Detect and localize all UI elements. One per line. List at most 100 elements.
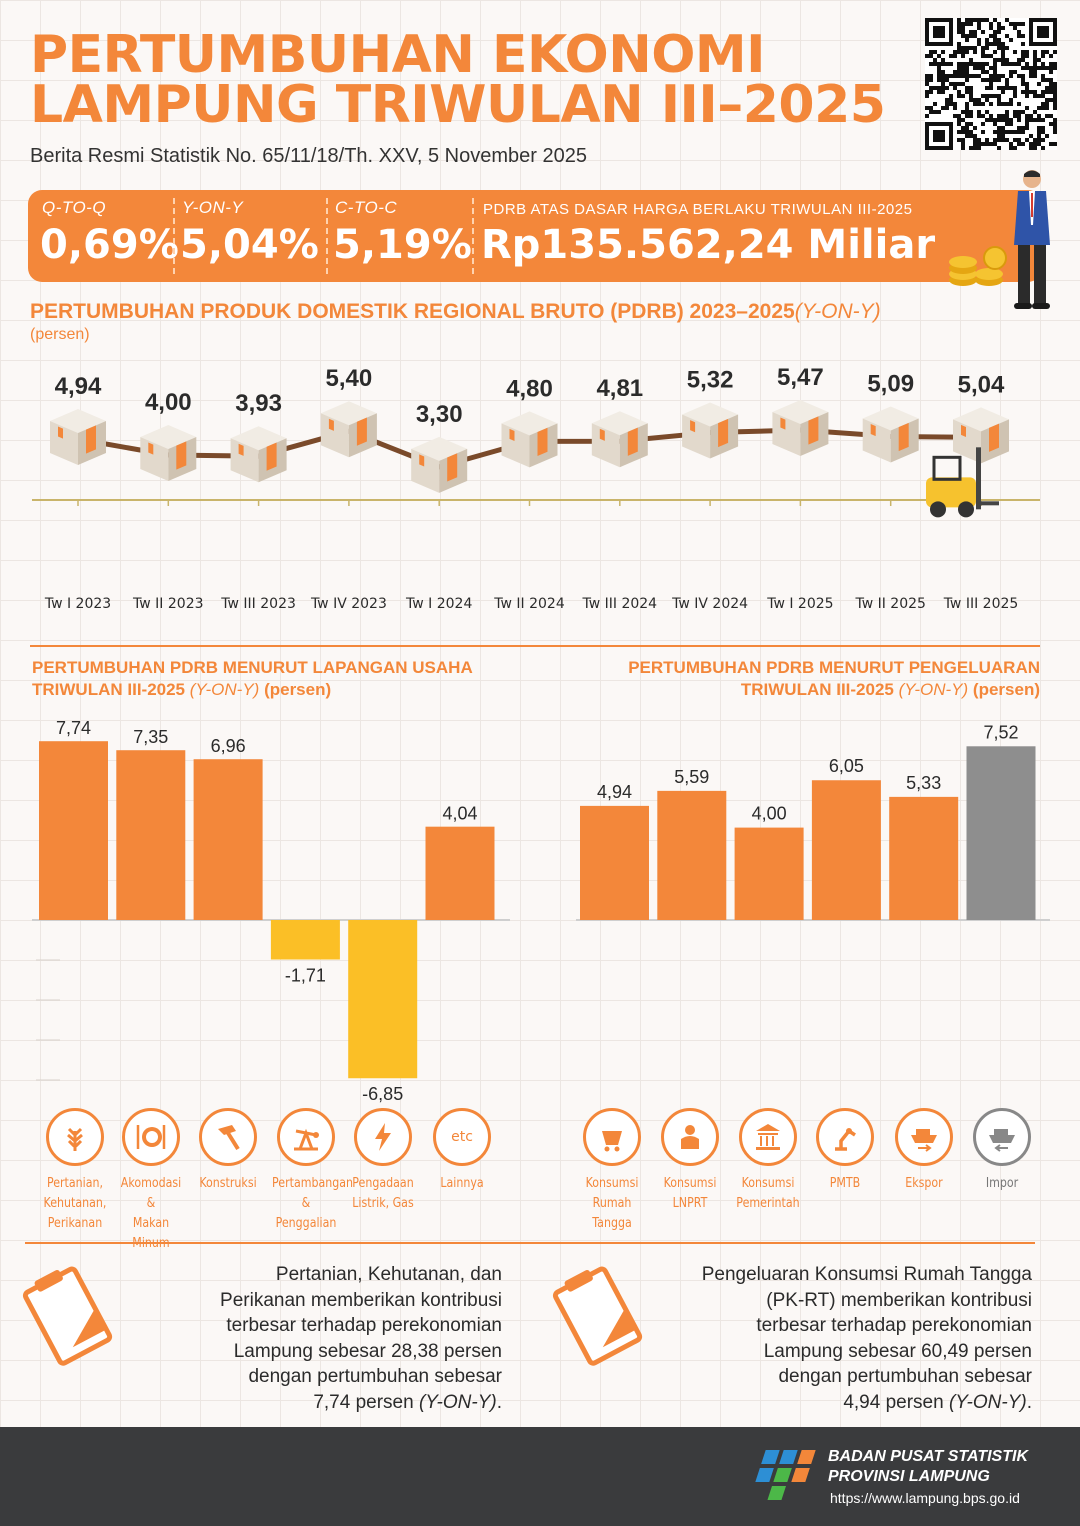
sector-bar — [116, 750, 186, 920]
sector-bar — [270, 920, 340, 960]
note-line: Lampung sebesar 60,49 persen — [763, 1340, 1032, 1362]
ctoc-label: C-TO-C — [335, 198, 398, 217]
category-label-line: Konsumsi — [741, 1176, 795, 1191]
household-consumption-icon — [583, 1108, 641, 1166]
trend-title-suffix: (Y-ON-Y) — [794, 300, 881, 323]
trend-category-label: Tw II 2024 — [493, 596, 565, 612]
expenditure-bar — [734, 827, 804, 920]
note-yony: (Y-ON-Y) — [418, 1391, 497, 1413]
etc-text: etc — [451, 1129, 473, 1145]
category-label-line: Pertambangan — [272, 1176, 354, 1191]
expenditure-chart-title: PERTUMBUHAN PDRB MENURUT PENGELUARAN TRI… — [628, 657, 1040, 701]
data-point-box — [140, 425, 197, 481]
category-label-line: Lainnya — [440, 1176, 484, 1191]
clipboard-icon — [22, 1266, 113, 1366]
note-line: dengan pertumbuhan sebesar — [778, 1366, 1032, 1387]
expenditure-bar-chart: 4,94 5,59 4,00 6,05 5,33 7,52 — [576, 722, 1050, 921]
expenditure-bar — [580, 805, 649, 920]
summary-banner: Q-TO-Q 0,69% Y-ON-Y 5,04% C-TO-C 5,19% P… — [28, 190, 1042, 282]
data-point-box — [682, 402, 739, 459]
expenditure-bar-label: 4,00 — [752, 804, 787, 824]
expenditure-bar-label: 5,33 — [906, 773, 941, 793]
category-label: PMTB — [811, 1174, 879, 1194]
sector-bar — [425, 826, 495, 920]
category-label: Konsumsi Rumah Tangga — [578, 1174, 646, 1234]
hammer-icon — [199, 1108, 257, 1166]
category-label-line: & Penggalian — [275, 1196, 337, 1231]
government-building-icon — [739, 1108, 797, 1166]
note-line: Pengeluaran Konsumsi Rumah Tangga — [701, 1264, 1032, 1285]
trend-value-label: 4,94 — [55, 373, 102, 400]
page-title: PERTUMBUHAN EKONOMI LAMPUNG TRIWULAN III… — [30, 29, 910, 131]
category-label-line: Perikanan — [47, 1216, 103, 1231]
sector-bar-label: -1,71 — [285, 966, 326, 986]
category-icon-item: Ekspor — [884, 1108, 964, 1194]
oil-pump-icon — [277, 1108, 335, 1166]
page-subtitle: Berita Resmi Statistik No. 65/11/18/Th. … — [30, 145, 587, 167]
category-label-line: Ekspor — [905, 1176, 943, 1191]
data-point-box — [772, 400, 829, 457]
sector-title-line-2: TRIWULAN III-2025 — [32, 680, 186, 699]
trend-value-label: 4,80 — [506, 375, 553, 402]
section-divider — [25, 1242, 1035, 1244]
bps-org-name: BADAN PUSAT STATISTIK PROVINSI LAMPUNG — [828, 1447, 1028, 1487]
category-label-line: Konsumsi — [585, 1176, 639, 1191]
clipboard-icon — [552, 1266, 643, 1366]
trend-value-label: 5,32 — [687, 367, 734, 394]
plate-icon — [122, 1108, 180, 1166]
sector-chart-title: PERTUMBUHAN PDRB MENURUT LAPANGAN USAHA … — [32, 657, 473, 701]
trend-value-label: 3,30 — [416, 401, 463, 428]
trend-category-label: Tw IV 2023 — [310, 596, 387, 612]
note-line: 7,74 persen — [313, 1391, 419, 1413]
expenditure-bar — [657, 790, 727, 920]
expenditure-bar — [966, 746, 1036, 920]
expenditure-title-line-1: PERTUMBUHAN PDRB MENURUT PENGELUARAN — [628, 658, 1040, 677]
sector-bar-label: 4,04 — [442, 804, 477, 824]
bps-website-link[interactable]: https://www.lampung.bps.go.id — [830, 1490, 1020, 1506]
trend-category-label: Tw II 2023 — [132, 596, 203, 612]
category-label-line: Kehutanan, — [43, 1196, 107, 1211]
qr-code-icon[interactable] — [925, 18, 1057, 150]
trend-chart: 4,94 Tw I 2023 4,00 Tw II 2023 3,93 Tw III 20… — [32, 364, 1040, 612]
bps-logo-icon — [755, 1450, 816, 1500]
expenditure-bar-label: 4,94 — [597, 782, 632, 802]
category-label: Akomodasi & Makan Minum — [117, 1174, 185, 1254]
category-icon-item: Pengadaan Listrik, Gas — [343, 1108, 423, 1214]
expenditure-bar-label: 5,59 — [674, 767, 709, 787]
trend-value-label: 5,47 — [777, 364, 824, 391]
trend-category-label: Tw III 2024 — [581, 596, 657, 612]
trend-value-label: 5,40 — [326, 365, 373, 392]
sector-note: Pertanian, Kehutanan, dan Perikanan memb… — [220, 1264, 502, 1413]
category-label: Konstruksi — [194, 1174, 262, 1194]
trend-value-label: 5,09 — [867, 370, 914, 397]
category-icon-item: Konsumsi Rumah Tangga — [572, 1108, 652, 1234]
qtoq-value: 0,69% — [40, 222, 179, 268]
banner-divider — [472, 198, 474, 274]
expenditure-note: Pengeluaran Konsumsi Rumah Tangga (PK-RT… — [701, 1264, 1032, 1413]
sector-title-line-1: PERTUMBUHAN PDRB MENURUT LAPANGAN USAHA — [32, 658, 473, 677]
sector-bar-label: -6,85 — [362, 1084, 403, 1104]
category-label: Impor — [968, 1174, 1036, 1194]
businessman-icon — [1014, 170, 1050, 309]
etc-icon: etc — [433, 1108, 491, 1166]
category-label: Konsumsi Pemerintah — [734, 1174, 802, 1214]
trend-category-label: Tw I 2025 — [766, 596, 833, 612]
wheat-icon — [46, 1108, 104, 1166]
pdrb-value: Rp135.562,24 Miliar — [481, 222, 936, 268]
robot-arm-icon — [816, 1108, 874, 1166]
trend-title-text: PERTUMBUHAN PRODUK DOMESTIK REGIONAL BRU… — [30, 300, 795, 323]
category-label: Pertambangan & Penggalian — [272, 1174, 354, 1234]
expenditure-bar-label: 7,52 — [983, 722, 1018, 742]
trend-category-label: Tw IV 2024 — [671, 596, 748, 612]
pdrb-label: PDRB ATAS DASAR HARGA BERLAKU TRIWULAN I… — [483, 201, 913, 218]
banner-divider — [326, 198, 328, 274]
note-line: terbesar terhadap perekonomian — [756, 1315, 1032, 1336]
data-point-box — [953, 407, 1009, 464]
trend-value-label: 4,81 — [596, 375, 643, 402]
trend-category-label: Tw I 2024 — [405, 596, 472, 612]
category-label-line: Impor — [985, 1176, 1019, 1191]
org-line-1: BADAN PUSAT STATISTIK — [828, 1448, 1028, 1465]
category-icon-item: Konstruksi — [188, 1108, 268, 1194]
sector-bar-label: 6,96 — [211, 736, 246, 756]
note-yony: (Y-ON-Y) — [948, 1391, 1027, 1413]
